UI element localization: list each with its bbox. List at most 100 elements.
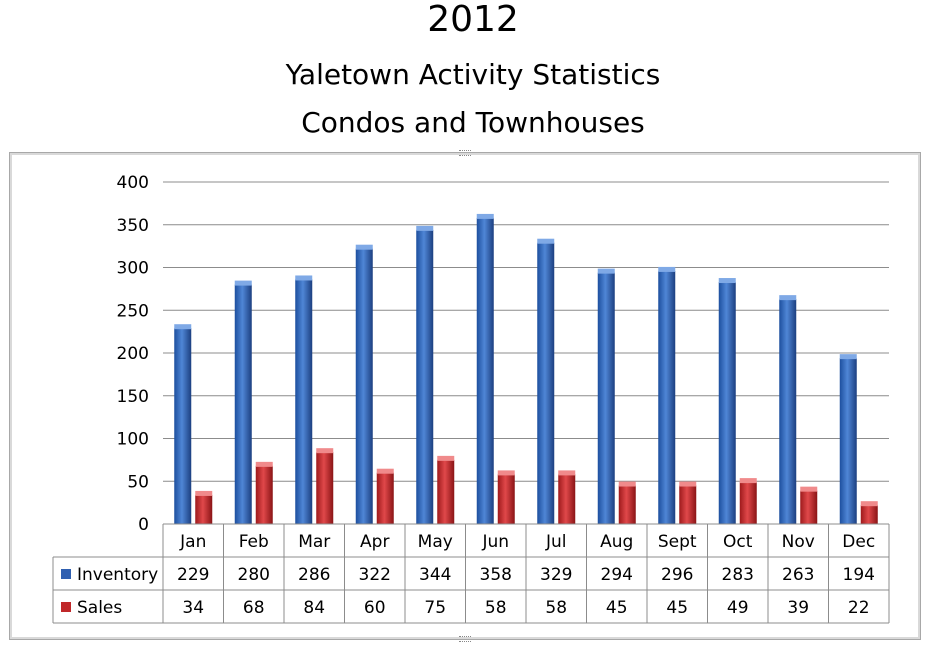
inventory-bar xyxy=(234,284,252,524)
sales-value-cell: 75 xyxy=(424,598,446,618)
sales-bar-top xyxy=(497,470,515,476)
sales-bar xyxy=(195,494,213,524)
sales-legend-key xyxy=(61,602,71,612)
category-label: May xyxy=(418,532,453,552)
category-label: Dec xyxy=(842,532,875,552)
sales-bar xyxy=(618,485,636,524)
sales-bar-top xyxy=(558,470,576,476)
sales-bar-top xyxy=(316,448,334,454)
chart-title: 2012 xyxy=(427,0,519,40)
chart-subtitle-1: Yaletown Activity Statistics xyxy=(285,58,661,91)
sales-value-cell: 34 xyxy=(182,598,204,618)
y-tick-label: 200 xyxy=(117,344,149,364)
inventory-bar-top xyxy=(234,280,252,286)
inventory-bar xyxy=(416,229,434,524)
y-tick-label: 100 xyxy=(117,430,149,450)
category-label: Jun xyxy=(481,532,509,552)
sales-value-cell: 22 xyxy=(848,598,870,618)
resize-handle-top[interactable] xyxy=(459,150,471,156)
category-label: Mar xyxy=(298,532,330,552)
inventory-value-cell: 358 xyxy=(480,565,512,585)
sales-value-cell: 49 xyxy=(727,598,749,618)
inventory-bar-top xyxy=(718,278,736,284)
sales-bar-top xyxy=(860,501,878,507)
inventory-value-cell: 294 xyxy=(601,565,633,585)
y-tick-label: 250 xyxy=(117,301,149,321)
sales-bar xyxy=(679,485,697,524)
sales-value-cell: 58 xyxy=(545,598,567,618)
y-tick-label: 0 xyxy=(138,515,149,535)
sales-bar xyxy=(316,452,334,524)
inventory-bar-top xyxy=(174,324,192,330)
inventory-bar xyxy=(174,328,192,524)
sales-legend-label: Sales xyxy=(77,598,122,618)
y-tick-label: 350 xyxy=(117,216,149,236)
inventory-value-cell: 344 xyxy=(419,565,451,585)
sales-bar xyxy=(739,482,757,524)
inventory-bar xyxy=(537,242,555,524)
inventory-bar-top xyxy=(537,238,555,244)
inventory-bar-top xyxy=(295,275,313,281)
sales-value-cell: 68 xyxy=(243,598,265,618)
category-label: Jan xyxy=(179,532,206,552)
sales-bar-top xyxy=(255,461,273,467)
sales-bar-top xyxy=(739,478,757,484)
sales-bar-top xyxy=(679,481,697,487)
sales-bar xyxy=(376,472,394,524)
sales-value-cell: 58 xyxy=(485,598,507,618)
inventory-value-cell: 229 xyxy=(177,565,209,585)
inventory-bar-top xyxy=(839,354,857,360)
inventory-bar xyxy=(658,270,676,524)
category-label: Oct xyxy=(723,532,753,552)
inventory-legend-label: Inventory xyxy=(77,565,158,585)
inventory-value-cell: 286 xyxy=(298,565,330,585)
sales-value-cell: 45 xyxy=(606,598,628,618)
sales-value-cell: 45 xyxy=(666,598,688,618)
resize-handle-bottom[interactable] xyxy=(459,636,471,642)
category-label: Apr xyxy=(360,532,389,552)
sales-bar xyxy=(558,474,576,524)
inventory-bar-top xyxy=(476,213,494,219)
inventory-bar-top xyxy=(416,225,434,231)
chart-subtitle-2: Condos and Townhouses xyxy=(301,106,645,139)
inventory-bar-top xyxy=(355,244,373,250)
inventory-bar xyxy=(295,279,313,524)
sales-bar-top xyxy=(800,486,818,492)
y-tick-label: 400 xyxy=(117,173,149,193)
inventory-bar xyxy=(597,272,615,524)
inventory-value-cell: 280 xyxy=(238,565,270,585)
sales-bar-top xyxy=(195,490,213,496)
category-label: Feb xyxy=(239,532,269,552)
category-label: Nov xyxy=(782,532,815,552)
inventory-bar-top xyxy=(658,266,676,272)
inventory-bar xyxy=(718,282,736,524)
y-tick-label: 150 xyxy=(117,387,149,407)
y-tick-label: 300 xyxy=(117,259,149,279)
inventory-value-cell: 194 xyxy=(843,565,875,585)
sales-bar xyxy=(437,459,455,524)
inventory-bar xyxy=(839,358,857,524)
inventory-bar xyxy=(476,217,494,524)
inventory-bar xyxy=(779,299,797,524)
sales-value-cell: 39 xyxy=(787,598,809,618)
sales-bar-top xyxy=(618,481,636,487)
y-tick-label: 50 xyxy=(127,472,149,492)
category-label: Jul xyxy=(545,532,567,552)
inventory-legend-key xyxy=(61,569,71,579)
sales-bar-top xyxy=(437,455,455,461)
sales-bar xyxy=(255,465,273,524)
sales-bar xyxy=(497,474,515,524)
sales-bar xyxy=(800,490,818,524)
sales-value-cell: 84 xyxy=(303,598,325,618)
inventory-value-cell: 283 xyxy=(722,565,754,585)
sales-bar-top xyxy=(376,468,394,474)
inventory-bar xyxy=(355,248,373,524)
category-label: Aug xyxy=(600,532,633,552)
sales-bar xyxy=(860,505,878,524)
category-label: Sept xyxy=(658,532,697,552)
inventory-bar-top xyxy=(779,295,797,301)
inventory-bar-top xyxy=(597,268,615,274)
sales-value-cell: 60 xyxy=(364,598,386,618)
inventory-value-cell: 296 xyxy=(661,565,693,585)
inventory-value-cell: 322 xyxy=(359,565,391,585)
